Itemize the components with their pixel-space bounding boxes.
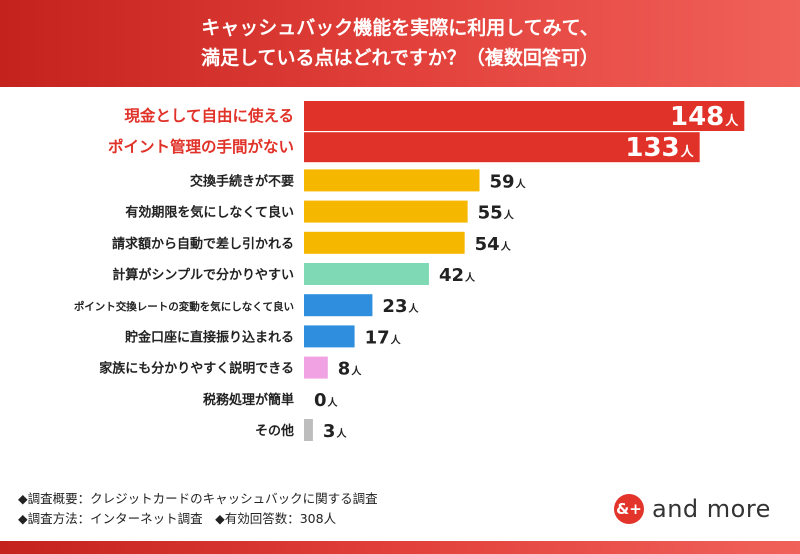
- bar: [304, 231, 465, 254]
- survey-summary-note: ◆調査概要：クレジットカードのキャッシュバックに関する調査: [18, 491, 378, 506]
- bar: [304, 169, 480, 192]
- category-label: ポイント交換レートの変動を気にしなくて良い: [74, 300, 294, 313]
- value-label: 42人: [439, 265, 476, 286]
- logo-badge-icon: &+: [614, 494, 644, 524]
- and-more-logo: &+ and more: [614, 494, 784, 524]
- bar: [304, 419, 313, 441]
- category-label: 貯金口座に直接振り込まれる: [125, 329, 294, 345]
- bottom-accent-bar: [0, 541, 800, 554]
- value-label: 54人: [475, 234, 512, 255]
- category-label: 交換手続きが不要: [190, 173, 294, 189]
- bar: [304, 356, 328, 379]
- bar: [304, 200, 468, 223]
- category-label: 税務処理が簡単: [203, 392, 294, 408]
- category-label: 家族にも分かりやすく説明できる: [99, 361, 294, 377]
- value-label: 8人: [338, 359, 363, 380]
- chart-title-line1: キャッシュバック機能を実際に利用してみて、: [201, 17, 599, 39]
- value-label: 133人: [625, 133, 694, 163]
- category-label: 有効期限を気にしなくて良い: [125, 205, 294, 221]
- value-label: 55人: [478, 203, 515, 224]
- bar: [304, 101, 745, 131]
- bar: [304, 325, 355, 348]
- category-label: ポイント管理の手間がない: [108, 137, 294, 156]
- survey-method-note: ◆調査方法：インターネット調査 ◆有効回答数：308人: [18, 511, 337, 526]
- category-label: 現金として自由に使える: [124, 106, 294, 125]
- value-label: 148人: [670, 102, 739, 132]
- survey-notes: ◆調査概要：クレジットカードのキャッシュバックに関する調査 ◆調査方法：インター…: [18, 489, 378, 529]
- bar: [304, 263, 429, 285]
- value-label: 0人: [314, 390, 339, 411]
- category-label: 計算がシンプルで分かりやすい: [112, 267, 294, 283]
- category-label: その他: [255, 423, 294, 439]
- value-label: 59人: [490, 171, 527, 192]
- value-label: 17人: [365, 327, 402, 348]
- bar: [304, 294, 373, 317]
- chart-header: キャッシュバック機能を実際に利用してみて、 満足している点はどれですか？（複数回…: [0, 0, 800, 87]
- value-label: 23人: [382, 296, 419, 317]
- bar: [304, 132, 700, 163]
- logo-text: and more: [652, 495, 771, 523]
- category-label: 請求額から自動で差し引かれる: [112, 236, 294, 252]
- value-label: 3人: [323, 421, 348, 442]
- chart-title-line2: 満足している点はどれですか？（複数回答可）: [201, 47, 599, 69]
